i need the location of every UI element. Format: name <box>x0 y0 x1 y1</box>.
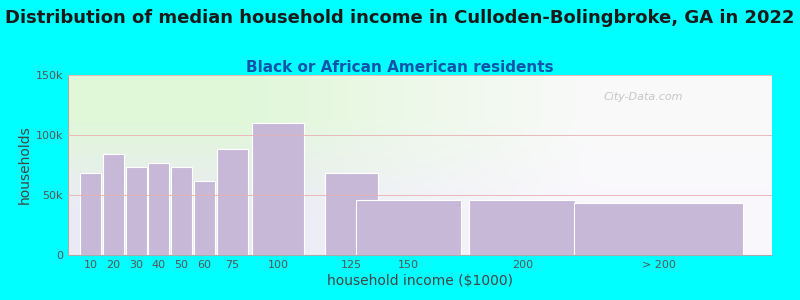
Bar <box>80 173 102 255</box>
Bar <box>148 163 170 255</box>
Bar <box>194 181 215 255</box>
Y-axis label: households: households <box>18 126 31 204</box>
X-axis label: household income ($1000): household income ($1000) <box>327 274 513 288</box>
Bar <box>470 200 575 255</box>
Bar <box>126 167 146 255</box>
Bar <box>356 200 462 255</box>
Bar <box>103 154 124 255</box>
Text: Distribution of median household income in Culloden-Bolingbroke, GA in 2022: Distribution of median household income … <box>6 9 794 27</box>
Bar <box>217 149 249 255</box>
Bar <box>574 203 743 255</box>
Text: City-Data.com: City-Data.com <box>603 92 682 102</box>
Bar <box>252 123 305 255</box>
Text: Black or African American residents: Black or African American residents <box>246 60 554 75</box>
Bar <box>171 167 192 255</box>
Bar <box>326 173 378 255</box>
